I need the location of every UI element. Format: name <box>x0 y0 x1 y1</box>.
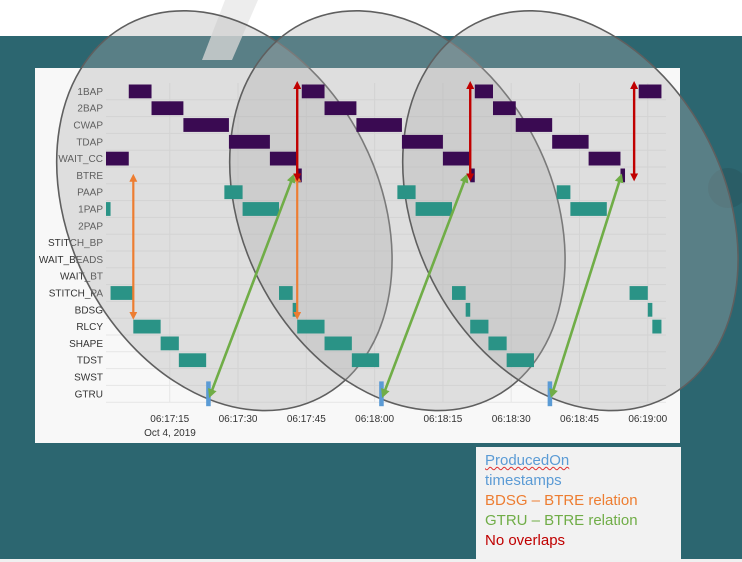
gtru-btre-arrow <box>549 173 624 399</box>
gantt-bar-shape <box>324 336 352 351</box>
legend-timestamps: timestamps <box>485 472 562 489</box>
row-label: SWST <box>74 373 103 384</box>
gantt-bar-bdsg <box>647 302 653 317</box>
row-label: BTRE <box>76 171 103 182</box>
x-tick-label: 06:17:45 <box>287 414 326 425</box>
gantt-bar-bdsg <box>465 302 471 317</box>
gantt-bar-wait_cc <box>106 151 129 166</box>
row-label: 2BAP <box>77 104 103 115</box>
row-label: SHAPE <box>69 339 103 350</box>
gantt-bar-shape <box>160 336 179 351</box>
legend-no-overlaps: No overlaps <box>485 532 566 549</box>
legend-box: ProducedOn timestamps BDSG – BTRE relati… <box>476 447 681 560</box>
x-tick-label: 06:19:00 <box>628 414 667 425</box>
gantt-bar-tdap <box>552 134 589 149</box>
gantt-bar-2bap <box>324 101 357 116</box>
x-tick-label: 06:18:00 <box>355 414 394 425</box>
row-label: STITCH_BP <box>48 238 103 249</box>
gantt-bar-wait_cc <box>269 151 298 166</box>
x-tick-label: 06:18:30 <box>492 414 531 425</box>
row-label: RLCY <box>76 322 103 333</box>
gantt-bar-wait_cc <box>588 151 621 166</box>
cycle-ellipses <box>55 10 739 412</box>
gantt-bar-1pap <box>570 202 607 216</box>
gantt-bar-rlcy <box>652 319 662 334</box>
gantt-bar-1pap <box>106 202 111 216</box>
x-tick-label: 06:17:30 <box>219 414 258 425</box>
gantt-bar-stitch_pa <box>110 286 134 300</box>
gantt-bar-rlcy <box>297 319 325 334</box>
gantt-bar-stitch_pa <box>279 286 293 300</box>
gtru-btre-arrow <box>381 173 469 399</box>
row-label: 1BAP <box>77 87 103 98</box>
gantt-bar-tdst <box>178 353 207 368</box>
gantt-bar-1bap <box>301 84 325 99</box>
gantt-bar-1bap <box>128 84 152 99</box>
row-label: WAIT_BEADS <box>39 255 103 266</box>
row-label: PAAP <box>77 188 103 199</box>
gantt-bar-1pap <box>242 202 280 216</box>
slide-top-band <box>0 0 742 36</box>
slide-bottom-edge <box>0 559 742 562</box>
gantt-bar-tdap <box>401 134 443 149</box>
row-label: TDAP <box>76 137 103 148</box>
row-label: STITCH_PA <box>49 289 104 300</box>
gantt-bar-1pap <box>415 202 453 216</box>
row-label: GTRU <box>75 389 103 400</box>
x-date-label: Oct 4, 2019 <box>144 428 196 439</box>
row-label: CWAP <box>73 121 103 132</box>
gantt-bar-rlcy <box>133 319 161 334</box>
gantt-bar-gtru <box>379 381 384 407</box>
gantt-bar-2bap <box>151 101 184 116</box>
legend-gtru-relation: GTRU – BTRE relation <box>485 512 638 529</box>
gantt-bar-paap <box>556 185 571 200</box>
gantt-bar-rlcy <box>470 319 489 334</box>
gantt-bar-gtru <box>206 381 211 407</box>
row-label: 1PAP <box>78 205 103 216</box>
gantt-bar-1bap <box>638 84 662 99</box>
gantt-bar-tdst <box>351 353 380 368</box>
gantt-bar-shape <box>488 336 507 351</box>
row-label: WAIT_CC <box>58 154 103 165</box>
gantt-bar-stitch_pa <box>629 286 648 300</box>
gantt-bar-gtru <box>547 381 553 407</box>
gtru-btre-arrow <box>208 173 296 399</box>
gantt-bar-2bap <box>492 101 516 116</box>
gantt-bar-tdap <box>228 134 270 149</box>
legend-producedon: ProducedOn <box>485 451 681 471</box>
row-labels: 1BAP 2BAP CWAP TDAP WAIT_CC BTRE PAAP 1PAP 2PAP S… <box>39 87 103 400</box>
row-label: BDSG <box>75 305 104 316</box>
x-tick-label: 06:17:15 <box>150 414 189 425</box>
gantt-bar-cwap <box>183 118 229 132</box>
x-tick-labels: 06:17:15 06:17:30 06:17:45 06:18:00 06:18:15… <box>150 414 667 425</box>
row-label: 2PAP <box>78 221 103 232</box>
gantt-bar-cwap <box>515 118 553 132</box>
gantt-bar-stitch_pa <box>452 286 466 300</box>
legend-bdsg-relation: BDSG – BTRE relation <box>485 492 638 509</box>
x-tick-label: 06:18:15 <box>423 414 462 425</box>
gantt-bar-1bap <box>474 84 493 99</box>
gantt-bar-wait_cc <box>442 151 471 166</box>
row-label: WAIT_BT <box>60 272 103 283</box>
legend-producedon-word: ProducedOn <box>485 452 570 469</box>
gantt-bar-cwap <box>356 118 402 132</box>
gantt-bar-tdst <box>506 353 534 368</box>
relation-arrows <box>129 81 639 399</box>
row-label: TDST <box>77 356 103 367</box>
gantt-bar-paap <box>397 185 416 200</box>
gantt-bar-btre <box>620 168 626 183</box>
x-tick-label: 06:18:45 <box>560 414 599 425</box>
gantt-bar-paap <box>224 185 243 200</box>
